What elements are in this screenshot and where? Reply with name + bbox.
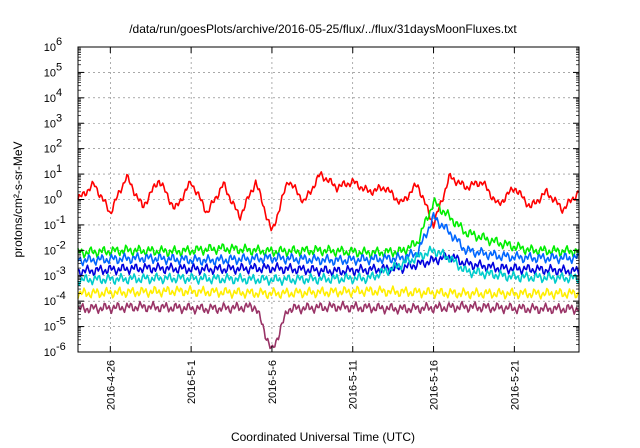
y-tick-exponent: 4 — [56, 87, 62, 99]
series-line — [77, 197, 580, 259]
series-line — [77, 300, 579, 350]
y-tick-exponent: -3 — [56, 265, 66, 277]
x-axis-ticks: 2016-4-26 2016-5-1 2016-5-6 2016-5-11 2016-5… — [105, 47, 521, 410]
y-tick-exponent: 5 — [56, 61, 62, 73]
y-tick-exponent: 6 — [56, 36, 62, 48]
series-line — [77, 245, 580, 287]
x-tick-label: 2016-5-11 — [348, 360, 360, 409]
y-tick-exponent: 2 — [56, 138, 62, 150]
y-tick-exponent: 0 — [56, 189, 62, 201]
y-axis-ticks: 10 -610 -510 -410 -310 -210 -110 010 110 210 310 41… — [44, 36, 579, 359]
x-axis-label: Coordinated Universal Time (UTC) — [231, 430, 415, 444]
series-line — [77, 251, 580, 278]
y-tick-label: 10 — [44, 93, 56, 105]
x-tick-label: 2016-5-21 — [509, 360, 521, 410]
series-line — [77, 211, 580, 267]
y-axis-label: protons/cm²-s-sr-MeV — [11, 141, 25, 257]
y-tick-exponent: -4 — [56, 290, 66, 302]
y-tick-label: 10 — [44, 195, 56, 207]
y-tick-exponent: -6 — [56, 341, 66, 353]
y-tick-label: 10 — [44, 220, 56, 232]
y-tick-exponent: -1 — [56, 214, 66, 226]
x-tick-label: 2016-5-16 — [429, 360, 441, 410]
y-tick-label: 10 — [44, 67, 56, 79]
series-line — [77, 285, 580, 300]
y-tick-exponent: -5 — [56, 316, 66, 328]
y-tick-exponent: 3 — [56, 112, 62, 124]
x-tick-label: 2016-5-6 — [267, 360, 279, 404]
y-tick-label: 10 — [44, 245, 56, 257]
y-tick-exponent: 1 — [56, 163, 62, 175]
y-tick-label: 10 — [44, 347, 56, 359]
x-tick-label: 2016-4-26 — [105, 360, 117, 410]
chart-title: /data/run/goesPlots/archive/2016-05-25/f… — [129, 22, 517, 36]
series-line — [77, 171, 580, 232]
y-tick-label: 10 — [44, 271, 56, 283]
y-tick-label: 10 — [44, 118, 56, 130]
series-lines — [77, 171, 580, 350]
y-tick-label: 10 — [44, 169, 56, 181]
y-tick-exponent: -2 — [56, 239, 66, 251]
y-tick-label: 10 — [44, 144, 56, 156]
x-tick-label: 2016-5-1 — [186, 360, 198, 404]
y-tick-label: 10 — [44, 322, 56, 334]
y-tick-label: 10 — [44, 296, 56, 308]
y-tick-label: 10 — [44, 42, 56, 54]
